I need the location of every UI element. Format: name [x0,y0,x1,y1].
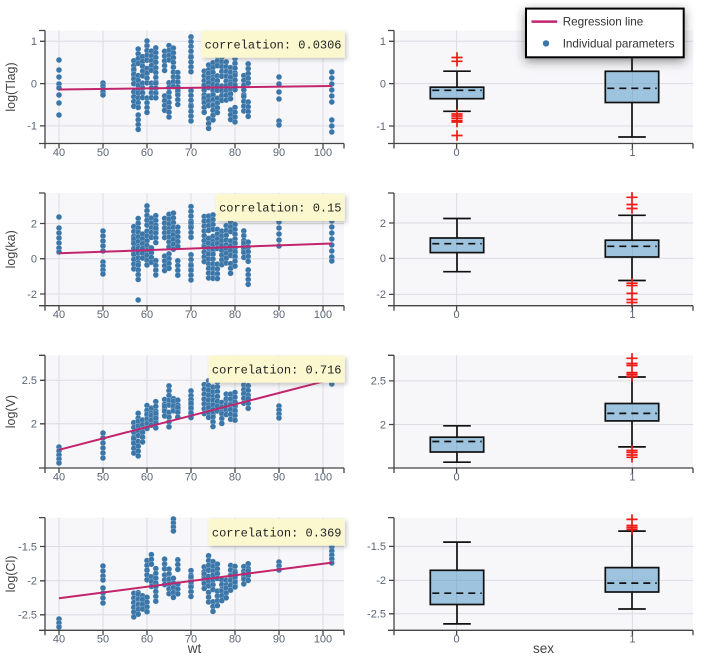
svg-text:log(Cl): log(Cl) [4,556,18,593]
svg-text:-2: -2 [376,289,386,301]
svg-text:2.5: 2.5 [371,376,386,388]
svg-text:50: 50 [97,309,109,321]
svg-text:1: 1 [629,309,635,321]
svg-text:60: 60 [141,147,153,159]
svg-text:40: 40 [53,309,65,321]
svg-text:0: 0 [380,253,386,265]
svg-text:40: 40 [53,471,65,483]
svg-text:-2: -2 [27,289,37,301]
svg-text:log(ka): log(ka) [4,230,18,268]
svg-text:-1.5: -1.5 [367,541,386,553]
svg-text:1: 1 [629,634,635,646]
svg-text:60: 60 [141,309,153,321]
svg-text:80: 80 [229,309,241,321]
svg-text:-2.5: -2.5 [367,609,386,621]
svg-text:60: 60 [141,471,153,483]
svg-text:sex: sex [533,641,554,656]
svg-text:1: 1 [380,36,386,48]
svg-text:90: 90 [273,634,285,646]
svg-text:2: 2 [31,218,37,230]
svg-text:Individual parameters: Individual parameters [563,37,675,50]
svg-text:2: 2 [380,218,386,230]
svg-text:50: 50 [97,147,109,159]
svg-text:log(V): log(V) [4,395,18,428]
svg-text:70: 70 [185,634,197,646]
svg-text:0: 0 [380,78,386,90]
svg-text:0: 0 [454,147,460,159]
svg-text:-2: -2 [27,576,37,588]
svg-text:-1.5: -1.5 [18,541,37,553]
svg-text:100: 100 [314,147,332,159]
svg-text:80: 80 [229,634,241,646]
svg-text:50: 50 [97,634,109,646]
svg-text:2: 2 [31,419,37,431]
svg-text:70: 70 [185,147,197,159]
svg-text:50: 50 [97,471,109,483]
svg-text:-2.5: -2.5 [18,610,37,622]
svg-text:90: 90 [273,147,285,159]
svg-text:70: 70 [185,309,197,321]
svg-text:90: 90 [273,471,285,483]
svg-text:40: 40 [53,634,65,646]
svg-text:0: 0 [454,309,460,321]
svg-text:-2: -2 [376,575,386,587]
svg-text:-1: -1 [27,121,37,133]
svg-text:2: 2 [380,419,386,431]
svg-text:1: 1 [31,36,37,48]
svg-text:100: 100 [314,309,332,321]
svg-text:60: 60 [141,634,153,646]
svg-text:correlation: 0.0306: correlation: 0.0306 [205,38,342,52]
svg-text:correlation: 0.716: correlation: 0.716 [212,363,342,377]
svg-text:1: 1 [629,471,635,483]
svg-text:90: 90 [273,309,285,321]
svg-text:1: 1 [629,147,635,159]
svg-text:0: 0 [31,78,37,90]
svg-text:Regression line: Regression line [563,16,644,29]
svg-text:-1: -1 [376,121,386,133]
svg-text:0: 0 [454,471,460,483]
svg-text:40: 40 [53,147,65,159]
svg-text:2.5: 2.5 [22,375,37,387]
svg-text:wt: wt [187,641,202,656]
svg-text:correlation: 0.369: correlation: 0.369 [212,526,342,540]
svg-text:0: 0 [454,634,460,646]
svg-text:correlation: 0.15: correlation: 0.15 [219,202,341,216]
svg-text:0: 0 [31,254,37,266]
svg-text:100: 100 [314,471,332,483]
svg-text:80: 80 [229,471,241,483]
svg-text:70: 70 [185,471,197,483]
svg-text:80: 80 [229,147,241,159]
svg-text:100: 100 [314,634,332,646]
svg-text:log(Tlag): log(Tlag) [4,62,18,111]
